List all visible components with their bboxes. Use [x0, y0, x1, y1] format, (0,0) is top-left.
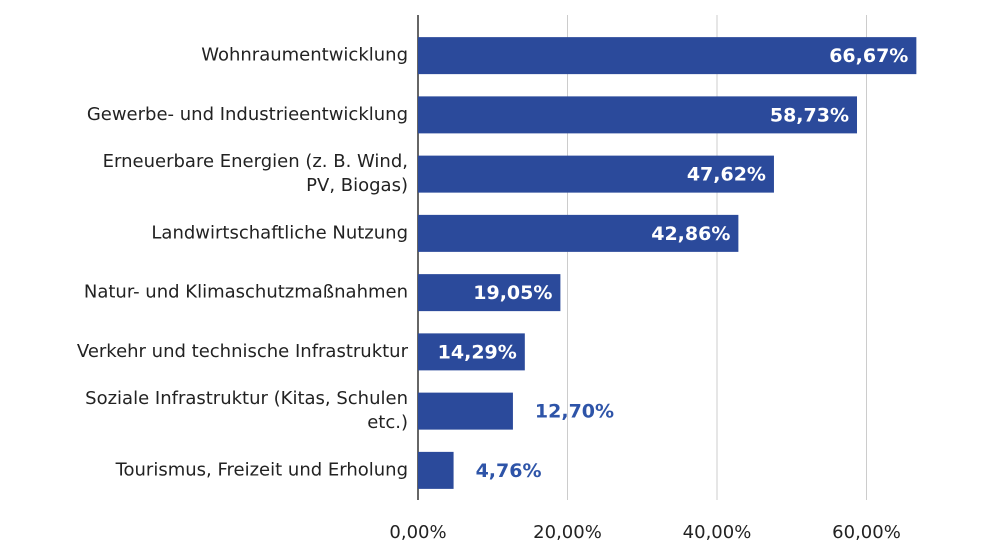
- bar: [418, 451, 454, 489]
- category-label: Erneuerbare Energien (z. B. Wind, PV, Bio…: [103, 151, 408, 196]
- x-tick-label: 40,00%: [683, 522, 752, 543]
- category-label: Natur- und Klimaschutzmaßnahmen: [84, 282, 408, 303]
- data-label: 19,05%: [473, 282, 552, 304]
- bar: [418, 392, 513, 430]
- bar: [418, 155, 774, 193]
- x-tick-label: 20,00%: [533, 522, 602, 543]
- category-label: Verkehr und technische Infrastruktur: [77, 341, 409, 362]
- x-tick-label: 0,00%: [389, 522, 446, 543]
- data-label: 58,73%: [770, 104, 849, 126]
- category-label: Tourismus, Freizeit und Erholung: [115, 459, 408, 480]
- data-label: 66,67%: [829, 45, 908, 67]
- category-label: Gewerbe- und Industrieentwicklung: [87, 104, 408, 125]
- data-label: 4,76%: [476, 460, 542, 482]
- bar: [418, 274, 561, 312]
- bar: [418, 96, 858, 134]
- category-label: Soziale Infrastruktur (Kitas, Schulen etc…: [85, 388, 408, 433]
- data-label: 12,70%: [535, 401, 614, 423]
- category-label: Landwirtschaftliche Nutzung: [151, 222, 408, 243]
- category-label: Wohnraumentwicklung: [201, 45, 408, 66]
- bar: [418, 214, 739, 252]
- bar: [418, 333, 525, 371]
- data-label: 14,29%: [438, 341, 517, 363]
- data-label: 47,62%: [687, 164, 766, 186]
- x-tick-label: 60,00%: [832, 522, 901, 543]
- bar: [418, 37, 917, 75]
- data-label: 42,86%: [651, 223, 730, 245]
